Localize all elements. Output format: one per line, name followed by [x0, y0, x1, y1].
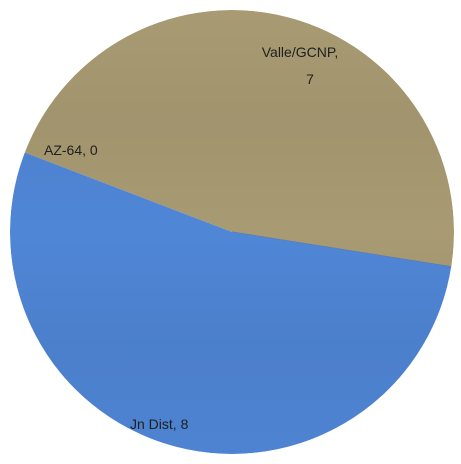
- labels-layer: Valle/GCNP, 7 AZ-64, 0 Jn Dist, 8: [44, 44, 338, 432]
- slices-layer: [10, 10, 454, 454]
- data-label-valle-gcnp: Valle/GCNP,: [262, 44, 339, 60]
- data-label-az-64: AZ-64, 0: [44, 142, 98, 158]
- data-label-jn-dist: Jn Dist, 8: [130, 416, 189, 432]
- scan-band-overlay: [10, 10, 454, 454]
- data-label-valle-gcnp-line-2: 7: [306, 71, 314, 87]
